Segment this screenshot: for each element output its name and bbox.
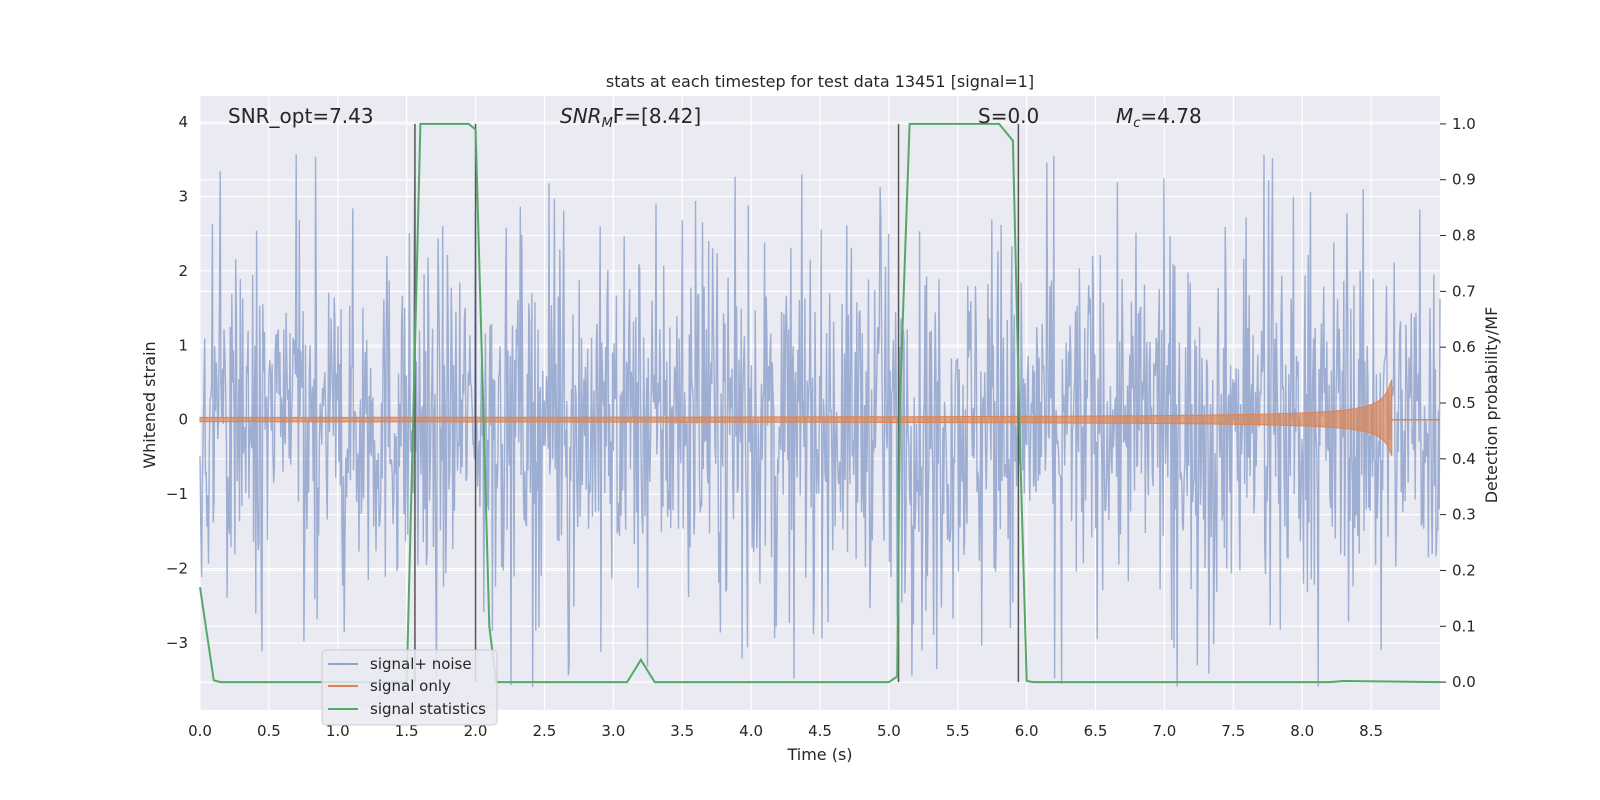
x-tick-label: 2.0 bbox=[464, 722, 488, 740]
x-tick-label: 5.5 bbox=[946, 722, 970, 740]
x-tick-label: 8.5 bbox=[1359, 722, 1383, 740]
legend-label-signal-statistics: signal statistics bbox=[370, 700, 486, 718]
x-tick-label: 4.0 bbox=[739, 722, 763, 740]
y-right-tick-label: 0.3 bbox=[1452, 506, 1476, 524]
series-signal-noise bbox=[199, 154, 1441, 688]
x-tick-label: 0.0 bbox=[188, 722, 212, 740]
x-tick-label: 3.0 bbox=[601, 722, 625, 740]
x-tick-label: 7.0 bbox=[1153, 722, 1177, 740]
x-tick-label: 6.5 bbox=[1084, 722, 1108, 740]
y-right-tick-label: 0.5 bbox=[1452, 394, 1476, 412]
y-left-tick-label: −1 bbox=[166, 485, 188, 503]
annotation-snr-opt: SNR_opt=7.43 bbox=[228, 104, 374, 128]
annotation-s: S=0.0 bbox=[978, 104, 1039, 128]
y-right-tick-label: 0.8 bbox=[1452, 227, 1476, 245]
y-right-tick-label: 0.6 bbox=[1452, 338, 1476, 356]
x-axis-label: Time (s) bbox=[786, 745, 852, 764]
signal-only-envelope bbox=[199, 379, 1393, 457]
y-left-tick-label: 3 bbox=[178, 187, 188, 205]
x-tick-label: 4.5 bbox=[808, 722, 832, 740]
y-left-tick-label: 2 bbox=[178, 262, 188, 280]
legend: signal+ noise signal only signal statist… bbox=[321, 649, 498, 726]
signal-statistics-line bbox=[199, 122, 1441, 684]
y-right-tick-label: 1.0 bbox=[1452, 115, 1476, 133]
y-right-tick-label: 0.7 bbox=[1452, 282, 1476, 300]
chart-title: stats at each timestep for test data 134… bbox=[606, 72, 1034, 91]
x-tick-label: 3.5 bbox=[670, 722, 694, 740]
y-axis-right-label: Detection probability/MF bbox=[1482, 307, 1501, 504]
x-tick-label: 7.5 bbox=[1221, 722, 1245, 740]
y-left-tick-label: 0 bbox=[178, 411, 188, 429]
y-left-tick-label: −3 bbox=[166, 634, 188, 652]
x-tick-label: 0.5 bbox=[257, 722, 281, 740]
legend-box bbox=[321, 649, 498, 726]
series-signal-only bbox=[199, 379, 1440, 457]
y-axis-left-label: Whitened strain bbox=[140, 341, 159, 468]
x-tick-label: 1.0 bbox=[326, 722, 350, 740]
x-tick-label: 8.0 bbox=[1290, 722, 1314, 740]
y-right-tick-label: 0.9 bbox=[1452, 171, 1476, 189]
annotation-mc: Mc=4.78 bbox=[1116, 104, 1202, 131]
y-right-tick-label: 0.1 bbox=[1452, 617, 1476, 635]
y-right-tick-label: 0.2 bbox=[1452, 561, 1476, 579]
y-left-tick-label: 4 bbox=[178, 113, 188, 131]
x-tick-label: 6.0 bbox=[1015, 722, 1039, 740]
x-tick-label: 1.5 bbox=[395, 722, 419, 740]
series-signal-statistics bbox=[199, 122, 1441, 684]
y-right-tick-label: 0.0 bbox=[1452, 673, 1476, 691]
y-left-tick-label: 1 bbox=[178, 336, 188, 354]
y-axis-right-ticks: 0.0 0.1 0.2 0.3 0.4 0.5 0.6 0.7 0.8 0.9 1.0 bbox=[1440, 115, 1476, 691]
x-tick-label: 5.0 bbox=[877, 722, 901, 740]
x-axis-ticks: 0.0 0.5 1.0 1.5 2.0 2.5 3.0 3.5 4.0 4.5 5.0 5.5 6.0 6… bbox=[188, 722, 1383, 740]
annotation-snr-mf: SNRMF=[8.42] bbox=[560, 104, 701, 131]
y-right-tick-label: 0.4 bbox=[1452, 450, 1476, 468]
legend-label-signal-only: signal only bbox=[370, 677, 451, 695]
signal-noise-line bbox=[199, 154, 1441, 688]
x-tick-label: 2.5 bbox=[533, 722, 557, 740]
y-left-tick-label: −2 bbox=[166, 560, 188, 578]
legend-label-signal-noise: signal+ noise bbox=[370, 655, 472, 673]
y-axis-left-ticks: −3 −2 −1 0 1 2 3 4 bbox=[166, 113, 188, 652]
